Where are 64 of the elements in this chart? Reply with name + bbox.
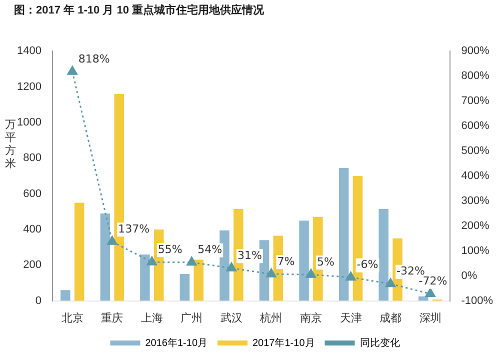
bar xyxy=(194,260,204,301)
point xyxy=(146,256,157,266)
point xyxy=(67,66,78,75)
y-tick-label: 0 xyxy=(35,294,42,307)
y2-tick-label: 700% xyxy=(461,95,490,108)
x-tick-label: 成都 xyxy=(380,311,402,324)
bar xyxy=(299,220,309,301)
x-tick-label: 深圳 xyxy=(419,311,442,324)
y-tick-label: 400 xyxy=(23,224,42,236)
y-tick-label: 200 xyxy=(23,259,42,272)
bar xyxy=(100,213,110,301)
y2-tick-label: 100% xyxy=(461,244,490,257)
legend-label: 2017年1-10月 xyxy=(252,336,315,349)
y2-tick-label: -100% xyxy=(461,294,494,307)
x-tick-label: 北京 xyxy=(61,311,84,324)
point xyxy=(425,288,436,298)
y2-tick-label: 300% xyxy=(461,194,490,207)
bar xyxy=(140,254,150,301)
legend-label: 2016年1-10月 xyxy=(145,336,208,349)
y2-tick-label: 500% xyxy=(461,145,490,158)
x-tick-label: 广州 xyxy=(180,311,203,324)
data-label: -6% xyxy=(356,258,378,272)
point xyxy=(186,256,197,266)
x-tick-label: 重庆 xyxy=(101,311,124,324)
bar xyxy=(220,230,230,301)
y-tick-label: 1400 xyxy=(16,45,42,58)
y-tick-label: 600 xyxy=(23,188,42,200)
data-label: 7% xyxy=(277,254,295,268)
data-label: 54% xyxy=(198,243,222,256)
bar xyxy=(180,274,190,301)
x-tick-label: 天津 xyxy=(340,311,362,324)
point xyxy=(226,262,237,272)
x-tick-label: 武汉 xyxy=(220,311,242,324)
y2-tick-label: 400% xyxy=(461,170,490,182)
data-label: -72% xyxy=(418,274,448,288)
data-label: 55% xyxy=(158,242,182,256)
point xyxy=(306,268,316,278)
x-tick-label: 杭州 xyxy=(259,311,282,324)
bar xyxy=(74,202,84,301)
bar xyxy=(338,168,349,301)
y-axis-title: 万平方米 xyxy=(4,118,17,170)
chart-title: 图：2017 年 1-10 月 10 重点城市住宅用地供应情况 xyxy=(14,4,266,17)
y2-tick-label: 0% xyxy=(461,270,478,282)
y2-tick-label: 200% xyxy=(461,220,490,232)
bar xyxy=(378,208,388,301)
bar xyxy=(60,290,70,301)
data-label: -32% xyxy=(396,264,425,278)
point xyxy=(385,278,396,288)
y2-tick-label: 900% xyxy=(461,45,490,58)
x-tick-label: 上海 xyxy=(140,311,163,324)
point xyxy=(107,236,118,245)
y-tick-label: 800 xyxy=(23,152,42,164)
y-tick-label: 1000 xyxy=(16,116,42,129)
y2-tick-label: 600% xyxy=(461,120,490,132)
legend-label: 同比变化 xyxy=(360,336,400,349)
data-label: 818% xyxy=(78,52,110,66)
data-label: 31% xyxy=(237,248,262,262)
y2-tick-label: 800% xyxy=(461,70,490,82)
data-label: 5% xyxy=(316,255,334,268)
x-tick-label: 南京 xyxy=(300,311,322,324)
data-label: 137% xyxy=(118,222,150,236)
point xyxy=(346,272,356,281)
y-tick-label: 1200 xyxy=(16,80,42,93)
point xyxy=(266,268,276,278)
